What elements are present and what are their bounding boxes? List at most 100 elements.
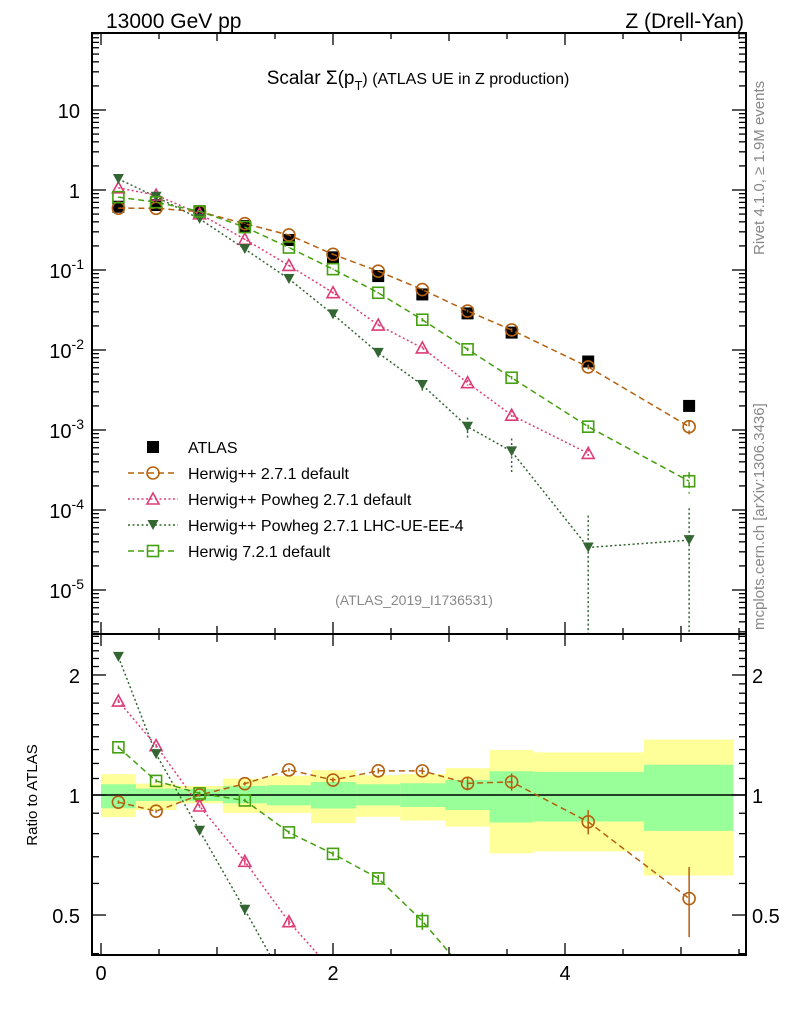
x-tick-label: 4: [559, 963, 570, 985]
series-herwigpp_default: [111, 201, 696, 435]
data-point: [372, 347, 384, 358]
data-point: [282, 234, 295, 247]
ratio-data-point: [682, 891, 696, 906]
ratio-y-tick-label-right: 0.5: [752, 906, 780, 928]
ratio-data-point: [238, 794, 252, 807]
data-point: [371, 286, 385, 300]
title-prefix: Scalar Σ(p: [267, 68, 355, 89]
data-point: [281, 257, 297, 272]
series-atlas: [112, 199, 696, 412]
data-point: [504, 407, 519, 422]
ratio-y-tick-label-right: 2: [752, 666, 763, 688]
analysis-reference: (ATLAS_2019_I1736531): [335, 592, 493, 608]
x-tick-label: 2: [327, 963, 338, 985]
y-tick-label: 10: [58, 101, 80, 123]
legend-label: Herwig++ Powheg 2.7.1 default: [188, 492, 412, 509]
title-suffix: ) (ATLAS UE in Z production): [362, 71, 569, 88]
y-tick-label-exponent: -3: [72, 416, 85, 432]
data-point: [112, 190, 125, 204]
ratio-data-point: [326, 773, 340, 787]
ratio-series-herwigpp_default: [111, 763, 696, 938]
ratio-bands: [92, 739, 746, 876]
ratio-plot-frame: [91, 633, 747, 956]
data-point: [326, 262, 340, 276]
data-point: [506, 446, 518, 457]
series-powheg_lhcue: [112, 174, 695, 634]
ratio-data-point: [415, 764, 430, 778]
legend-marker: [146, 466, 160, 480]
data-point: [504, 323, 519, 337]
legend-label: Herwig++ Powheg 2.7.1 LHC-UE-EE-4: [188, 518, 464, 535]
ratio-data-point: [282, 826, 296, 839]
ratio-data-point: [193, 787, 206, 800]
data-point: [112, 174, 124, 185]
data-point: [682, 474, 696, 488]
series-line: [118, 207, 690, 428]
data-point: [505, 371, 518, 385]
data-point: [193, 205, 206, 218]
x-tick-label: 0: [95, 963, 106, 985]
data-point: [238, 220, 252, 234]
ratio-data-point: [112, 741, 125, 754]
data-point: [149, 195, 163, 209]
process-label: Z (Drell-Yan): [625, 10, 744, 33]
legend-label: Herwig++ 2.7.1 default: [188, 466, 350, 483]
y-tick-label: 10-4: [49, 496, 84, 523]
ratio-series-powheg_default: [111, 693, 320, 955]
data-point: [239, 244, 251, 255]
main-plot-marks: [111, 174, 696, 634]
ratio-series-herwig7: [112, 741, 452, 955]
ratio-data-point: [111, 795, 126, 809]
data-point: [582, 542, 594, 553]
legend-label: ATLAS: [188, 440, 238, 457]
legend-entry: Herwig++ Powheg 2.7.1 LHC-UE-EE-4: [128, 518, 464, 535]
data-point: [683, 535, 695, 546]
ratio-data-point: [581, 815, 596, 829]
legend-marker: [145, 491, 161, 505]
ratio-y-tick-label-right: 1: [752, 786, 763, 808]
energy-label: 13000 GeV pp: [106, 10, 241, 33]
legend-marker: [147, 520, 159, 530]
ratio-y-tick-label: 0.5: [52, 906, 80, 928]
data-point: [111, 180, 126, 194]
ratio-data-point: [282, 763, 296, 777]
data-point: [325, 285, 341, 299]
series-herwig7: [112, 190, 696, 494]
legend-label: Herwig 7.2.1 default: [188, 544, 331, 561]
ratio-data-point: [371, 872, 385, 885]
data-point: [282, 228, 296, 242]
ratio-data-point: [281, 914, 297, 928]
ratio-data-point: [504, 775, 519, 789]
data-point: [370, 317, 386, 331]
ratio-data-point: [460, 776, 475, 791]
legend-entry: Herwig++ Powheg 2.7.1 default: [128, 491, 412, 509]
legend-entry: Herwig 7.2.1 default: [128, 544, 331, 561]
data-point: [414, 340, 430, 354]
series-line: [118, 187, 589, 455]
ratio-data-point: [149, 774, 163, 788]
ratio-data-point: [149, 804, 163, 819]
y-tick-label-base: 10: [49, 421, 71, 443]
data-point: [682, 419, 696, 434]
ratio-data-point: [194, 825, 206, 836]
data-point: [283, 273, 295, 284]
data-point: [415, 282, 430, 297]
mcplots-label: mcplots.cern.ch [arXiv:1306.3436]: [751, 403, 768, 630]
data-point: [416, 313, 429, 327]
ratio-series-powheg_lhcue: [112, 651, 271, 955]
data-point: [580, 445, 596, 460]
y-tick-label: 10-1: [49, 256, 84, 283]
y-tick-label-base: 10: [49, 341, 71, 363]
plot-title: Scalar Σ(pT) (ATLAS UE in Z production): [267, 68, 570, 93]
legend-entry: ATLAS: [147, 440, 238, 457]
data-point: [416, 380, 428, 391]
data-point: [461, 343, 474, 356]
y-tick-label-exponent: -1: [72, 256, 85, 272]
y-tick-label-exponent: -4: [72, 496, 85, 512]
legend-marker: [146, 544, 160, 558]
y-tick-label-base: 10: [49, 501, 71, 523]
ratio-data-point: [238, 776, 252, 791]
data-point: [282, 241, 296, 254]
ratio-data-point: [237, 853, 253, 868]
